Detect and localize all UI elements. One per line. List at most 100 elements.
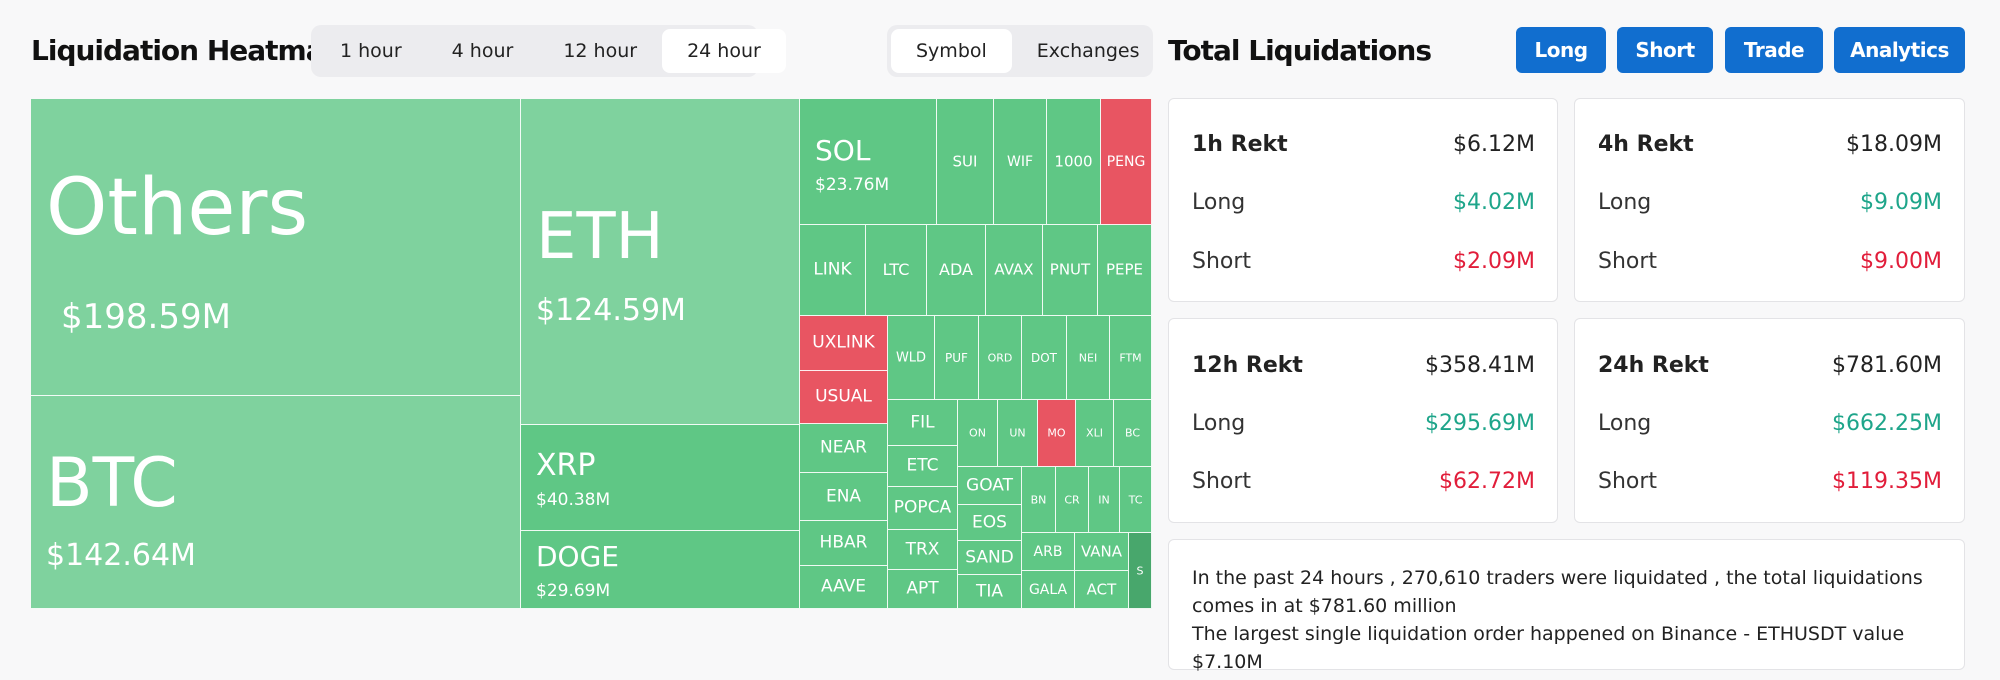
tile-value: $40.38M bbox=[536, 490, 611, 510]
heatmap-tile-cr[interactable]: CR bbox=[1056, 467, 1089, 533]
heatmap-tile-eos[interactable]: EOS bbox=[958, 505, 1022, 541]
heatmap-tile-gala[interactable]: GALA bbox=[1022, 571, 1075, 609]
heatmap-tile-act[interactable]: ACT bbox=[1075, 571, 1129, 609]
tile-symbol: HBAR bbox=[819, 532, 868, 553]
tile-value: $142.64M bbox=[46, 538, 196, 573]
short-button[interactable]: Short bbox=[1617, 27, 1713, 73]
timeframe-selector: 1 hour 4 hour 12 hour 24 hour bbox=[311, 25, 786, 77]
short-value: $9.00M bbox=[1860, 249, 1942, 274]
heatmap-tile-etc[interactable]: ETC bbox=[888, 446, 958, 487]
tile-symbol: DOT bbox=[1030, 350, 1058, 365]
long-label: Long bbox=[1598, 411, 1652, 436]
heatmap-tile-popca[interactable]: POPCA bbox=[888, 487, 958, 530]
heatmap-tile-on[interactable]: ON bbox=[958, 400, 998, 467]
stat-card-12h: 12h Rekt $358.41M Long $295.69M Short $62.7… bbox=[1168, 318, 1558, 523]
heatmap-tile-peng[interactable]: PENG bbox=[1101, 99, 1152, 225]
heatmap-tile-bc[interactable]: BC bbox=[1114, 400, 1152, 467]
long-label: Long bbox=[1192, 411, 1246, 436]
heatmap-tile-ord[interactable]: ORD bbox=[979, 316, 1022, 400]
heatmap-tile-fil[interactable]: FIL bbox=[888, 400, 958, 446]
tile-symbol: BTC bbox=[46, 444, 178, 523]
tile-symbol: PEPE bbox=[1105, 260, 1144, 279]
tile-symbol: ORD bbox=[987, 351, 1013, 364]
heatmap-tile-ftm[interactable]: FTM bbox=[1110, 316, 1152, 400]
heatmap-tile-hbar[interactable]: HBAR bbox=[800, 521, 888, 566]
tile-symbol: ETC bbox=[906, 455, 939, 476]
heatmap-tile-near[interactable]: NEAR bbox=[800, 424, 888, 473]
tab-exchanges[interactable]: Exchanges bbox=[1036, 40, 1140, 62]
tile-symbol: WIF bbox=[1006, 153, 1034, 170]
heatmap-tile-arb[interactable]: ARB bbox=[1022, 533, 1075, 571]
stat-label: 12h Rekt bbox=[1192, 353, 1303, 378]
stat-label: 24h Rekt bbox=[1598, 353, 1709, 378]
trade-button[interactable]: Trade bbox=[1725, 27, 1823, 73]
analytics-button[interactable]: Analytics bbox=[1834, 27, 1965, 73]
heatmap-tile-doge[interactable]: DOGE $29.69M bbox=[521, 531, 800, 609]
tile-value: $198.59M bbox=[61, 297, 231, 337]
heatmap-tile-apt[interactable]: APT bbox=[888, 570, 958, 609]
tile-symbol: FTM bbox=[1119, 351, 1142, 364]
heatmap-tile-wif[interactable]: WIF bbox=[994, 99, 1047, 225]
stat-total: $6.12M bbox=[1453, 132, 1535, 157]
heatmap-tile-mo[interactable]: MO bbox=[1038, 400, 1076, 467]
tile-symbol: 1000 bbox=[1054, 152, 1093, 170]
heatmap-tile-ada[interactable]: ADA bbox=[927, 225, 986, 316]
summary-line-1: In the past 24 hours , 270,610 traders w… bbox=[1192, 567, 1923, 617]
tile-symbol: CR bbox=[1064, 493, 1080, 506]
tab-24-hour[interactable]: 24 hour bbox=[662, 29, 786, 73]
tile-symbol: SUI bbox=[952, 152, 978, 170]
tab-4-hour[interactable]: 4 hour bbox=[451, 40, 514, 62]
heatmap-tile-un[interactable]: UN bbox=[998, 400, 1038, 467]
heatmap-tile-puf[interactable]: PUF bbox=[935, 316, 979, 400]
tile-symbol: BN bbox=[1030, 493, 1047, 506]
heatmap-tile-in[interactable]: IN bbox=[1089, 467, 1120, 533]
heatmap-tile-pnut[interactable]: PNUT bbox=[1043, 225, 1098, 316]
tab-symbol[interactable]: Symbol bbox=[891, 29, 1012, 73]
heatmap-tile-aave[interactable]: AAVE bbox=[800, 566, 888, 609]
heatmap-tile-vana[interactable]: VANA bbox=[1075, 533, 1129, 571]
long-value: $9.09M bbox=[1860, 190, 1942, 215]
heatmap-tile-xli[interactable]: XLI bbox=[1076, 400, 1114, 467]
heatmap-tile-wld[interactable]: WLD bbox=[888, 316, 935, 400]
heatmap-tile-usual[interactable]: USUAL bbox=[800, 371, 888, 424]
heatmap-tile-uxlink[interactable]: UXLINK bbox=[800, 316, 888, 371]
heatmap-tile-bn[interactable]: BN bbox=[1022, 467, 1056, 533]
heatmap-tile-sui[interactable]: SUI bbox=[937, 99, 994, 225]
stat-card-24h: 24h Rekt $781.60M Long $662.25M Short $119.… bbox=[1574, 318, 1965, 523]
heatmap-tile-dot[interactable]: DOT bbox=[1022, 316, 1067, 400]
heatmap-tile-ltc[interactable]: LTC bbox=[866, 225, 927, 316]
tile-symbol: AVAX bbox=[994, 260, 1034, 279]
tab-12-hour[interactable]: 12 hour bbox=[563, 40, 638, 62]
tile-symbol: EOS bbox=[972, 512, 1007, 532]
tile-symbol: VANA bbox=[1080, 542, 1123, 560]
long-button[interactable]: Long bbox=[1516, 27, 1606, 73]
short-label: Short bbox=[1192, 249, 1252, 274]
heatmap-tile-goat[interactable]: GOAT bbox=[958, 467, 1022, 505]
heatmap-tile-tc[interactable]: TC bbox=[1120, 467, 1152, 533]
tile-symbol: AAVE bbox=[820, 576, 867, 597]
heatmap-tile-sol[interactable]: SOL $23.76M bbox=[800, 99, 937, 225]
tile-symbol: FIL bbox=[910, 412, 935, 432]
heatmap-tile-s[interactable]: S bbox=[1129, 533, 1152, 609]
heatmap-tile-pepe[interactable]: PEPE bbox=[1098, 225, 1152, 316]
heatmap-tile-others[interactable]: Others $198.59M bbox=[31, 99, 521, 396]
heatmap-tile-avax[interactable]: AVAX bbox=[986, 225, 1043, 316]
heatmap-tile-trx[interactable]: TRX bbox=[888, 530, 958, 570]
view-selector: Symbol Exchanges bbox=[887, 25, 1153, 77]
heatmap-tile-ena[interactable]: ENA bbox=[800, 473, 888, 521]
summary-line-2: The largest single liquidation order hap… bbox=[1192, 623, 1905, 673]
heatmap-tile-sand[interactable]: SAND bbox=[958, 541, 1022, 575]
heatmap-tile-1000[interactable]: 1000 bbox=[1047, 99, 1101, 225]
heatmap-tile-xrp[interactable]: XRP $40.38M bbox=[521, 425, 800, 531]
heatmap-tile-nei[interactable]: NEI bbox=[1067, 316, 1110, 400]
heatmap-tile-eth[interactable]: ETH $124.59M bbox=[521, 99, 800, 425]
tile-symbol: ETH bbox=[536, 200, 664, 274]
heatmap-tile-btc[interactable]: BTC $142.64M bbox=[31, 396, 521, 609]
heatmap-tile-tia[interactable]: TIA bbox=[958, 575, 1022, 609]
short-label: Short bbox=[1598, 249, 1658, 274]
short-value: $119.35M bbox=[1832, 469, 1942, 494]
heatmap-tile-link[interactable]: LINK bbox=[800, 225, 866, 316]
tab-1-hour[interactable]: 1 hour bbox=[340, 40, 402, 62]
tile-symbol: WLD bbox=[895, 350, 927, 365]
tile-symbol: ARB bbox=[1033, 543, 1063, 560]
